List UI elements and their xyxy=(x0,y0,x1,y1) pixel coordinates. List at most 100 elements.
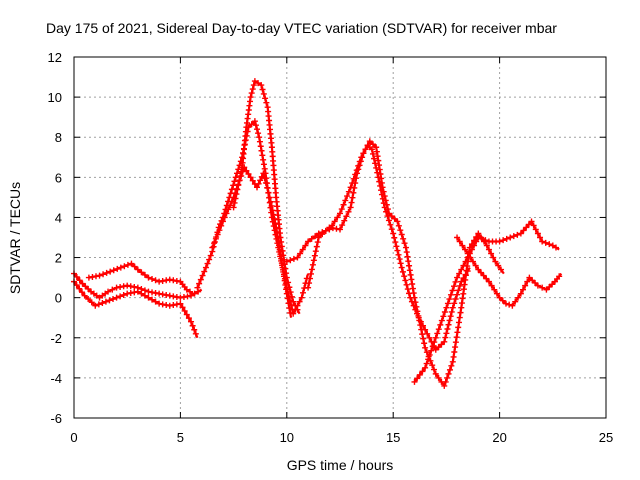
data-point-marker xyxy=(458,278,465,285)
data-point-marker xyxy=(451,300,458,307)
data-point-marker xyxy=(221,214,228,221)
data-point-marker xyxy=(138,269,145,276)
data-point-marker xyxy=(92,302,99,309)
data-point-marker xyxy=(496,294,503,301)
data-point-marker xyxy=(188,318,195,325)
data-point-marker xyxy=(435,374,442,381)
data-point-marker xyxy=(525,221,532,228)
data-point-marker xyxy=(472,262,479,269)
data-point-marker xyxy=(412,299,419,306)
data-point-marker xyxy=(488,250,495,257)
data-point-marker xyxy=(452,344,459,351)
data-point-marker xyxy=(186,288,193,295)
data-point-marker xyxy=(416,371,423,378)
data-point-marker xyxy=(369,141,376,148)
data-point-marker xyxy=(117,293,124,300)
data-point-marker xyxy=(491,286,498,293)
data-point-marker xyxy=(398,231,405,238)
data-point-marker xyxy=(520,286,527,293)
data-point-marker xyxy=(451,283,457,290)
data-point-marker xyxy=(373,144,380,151)
data-point-marker xyxy=(99,300,106,307)
data-point-marker xyxy=(189,322,196,329)
data-point-marker xyxy=(255,180,262,187)
data-point-marker xyxy=(496,238,503,245)
data-point-marker xyxy=(418,326,425,333)
data-point-marker xyxy=(447,291,454,298)
data-point-marker xyxy=(277,234,284,241)
data-point-marker xyxy=(216,227,223,234)
data-point-marker xyxy=(260,156,267,163)
data-point-marker xyxy=(503,235,510,242)
data-point-marker xyxy=(145,274,152,281)
data-point-marker xyxy=(426,351,433,358)
data-point-marker xyxy=(265,189,272,196)
data-point-marker xyxy=(197,276,204,283)
data-point-marker xyxy=(390,230,397,237)
series-1 xyxy=(71,278,199,339)
data-point-marker xyxy=(413,303,420,310)
data-point-marker xyxy=(152,277,159,284)
data-point-marker xyxy=(520,227,527,234)
data-point-marker xyxy=(248,90,255,97)
data-point-marker xyxy=(207,252,214,259)
data-point-marker xyxy=(247,94,254,101)
data-point-marker xyxy=(435,326,442,333)
data-point-marker xyxy=(366,138,373,145)
data-point-marker xyxy=(232,195,239,202)
data-point-marker xyxy=(397,260,404,267)
data-point-marker xyxy=(283,258,290,265)
data-point-marker xyxy=(454,329,461,336)
x-tick-label: 5 xyxy=(177,430,184,445)
data-point-marker xyxy=(296,298,303,305)
data-point-marker xyxy=(403,249,410,256)
data-point-marker xyxy=(379,184,386,191)
data-point-marker xyxy=(298,294,305,301)
data-point-marker xyxy=(345,188,352,195)
data-point-marker xyxy=(438,317,445,324)
data-point-marker xyxy=(456,270,463,277)
data-point-marker xyxy=(286,284,293,291)
series-9 xyxy=(411,218,560,385)
data-point-marker xyxy=(397,227,404,234)
data-point-marker xyxy=(230,182,237,189)
data-point-marker xyxy=(315,234,322,241)
data-point-marker xyxy=(456,314,463,321)
data-point-marker xyxy=(117,264,124,271)
data-point-marker xyxy=(105,288,112,295)
data-point-marker xyxy=(378,179,385,186)
data-point-marker xyxy=(353,175,360,182)
data-point-marker xyxy=(95,301,102,308)
data-point-marker xyxy=(311,252,318,259)
y-tick-label: 2 xyxy=(55,251,62,266)
data-point-marker xyxy=(452,278,459,285)
data-point-marker xyxy=(322,227,329,234)
data-point-marker xyxy=(455,319,462,326)
data-point-marker xyxy=(348,199,355,206)
data-point-marker xyxy=(120,291,127,298)
data-point-marker xyxy=(252,122,259,129)
data-point-marker xyxy=(443,330,450,337)
data-point-marker xyxy=(404,286,411,293)
data-point-marker xyxy=(199,272,206,279)
data-point-marker xyxy=(73,273,80,280)
data-point-marker xyxy=(387,221,394,228)
data-point-marker xyxy=(444,374,451,381)
data-point-marker xyxy=(373,148,380,155)
x-tick-label: 15 xyxy=(386,430,400,445)
data-point-marker xyxy=(549,242,556,249)
data-point-marker xyxy=(517,230,524,237)
data-point-marker xyxy=(214,231,221,238)
data-point-marker xyxy=(396,256,403,263)
data-point-marker xyxy=(440,313,447,320)
data-point-marker xyxy=(500,237,507,244)
data-point-marker xyxy=(458,266,465,273)
tick-labels: 0 5 10 15 20 25 -6 -4 -2 0 2 4 6 8 10 12 xyxy=(48,50,614,445)
data-point-marker xyxy=(340,201,347,208)
data-point-marker xyxy=(352,180,359,187)
data-point-marker xyxy=(414,308,421,315)
data-point-marker xyxy=(411,378,418,385)
data-point-marker xyxy=(359,154,366,161)
data-point-marker xyxy=(542,239,549,246)
data-point-marker xyxy=(103,269,110,276)
